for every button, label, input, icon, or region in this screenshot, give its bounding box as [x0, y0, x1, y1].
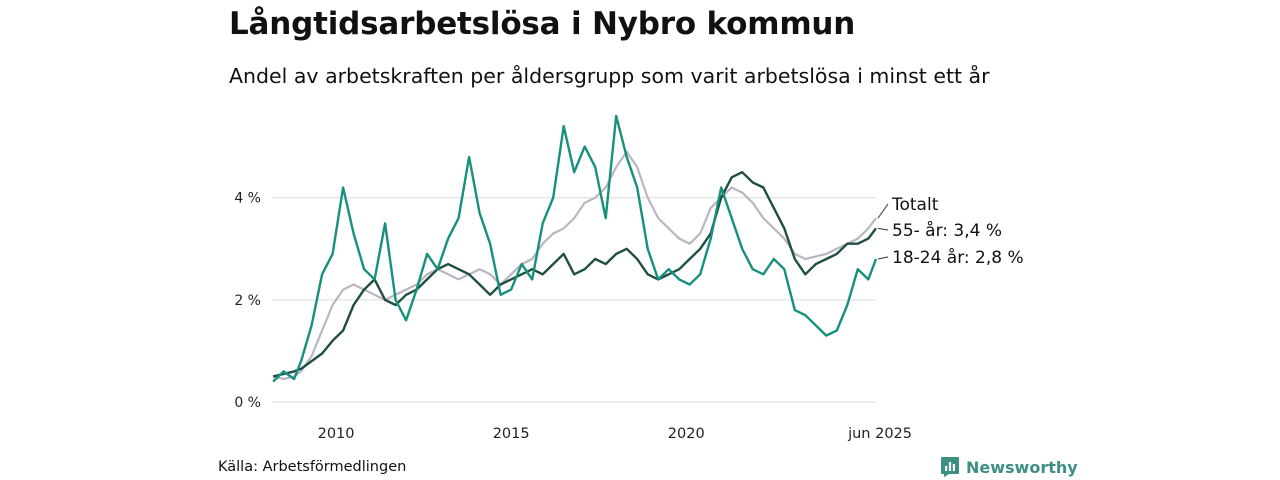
end-label-leader — [877, 203, 889, 219]
x-tick-label: 2015 — [493, 426, 530, 442]
series-line-1 — [272, 170, 877, 378]
end-label-0: Totalt — [891, 195, 939, 215]
brand-logo[interactable]: Newsworthy — [940, 456, 1078, 478]
end-labels: Totalt 55- år: 3,4 % 18-24 år: 2,8 % — [877, 195, 1024, 268]
x-tick-label: jun 2025 — [847, 426, 912, 442]
axis-labels: 0 % 2 % 4 % 2010 2015 2020 jun 2025 — [234, 191, 912, 442]
end-label-leader — [877, 227, 889, 231]
end-label-leader — [877, 256, 889, 260]
series-line-2 — [272, 114, 878, 383]
chart-title: Långtidsarbetslösa i Nybro kommun — [229, 6, 856, 42]
series-line-0 — [272, 150, 877, 381]
grid-lines — [272, 197, 876, 403]
brand-name: Newsworthy — [966, 457, 1078, 477]
chart-subtitle: Andel av arbetskraften per åldersgrupp s… — [229, 64, 990, 88]
x-tick-label: 2020 — [668, 426, 705, 442]
bar-chart-icon — [941, 457, 959, 477]
end-label-1: 55- år: 3,4 % — [892, 220, 1002, 241]
source-note: Källa: Arbetsförmedlingen — [218, 459, 407, 475]
y-tick-label: 4 % — [234, 191, 261, 207]
series-lines — [272, 114, 878, 383]
y-tick-label: 0 % — [234, 395, 261, 411]
x-tick-label: 2010 — [318, 426, 355, 442]
y-tick-label: 2 % — [234, 293, 261, 309]
end-label-2: 18-24 år: 2,8 % — [892, 247, 1024, 268]
